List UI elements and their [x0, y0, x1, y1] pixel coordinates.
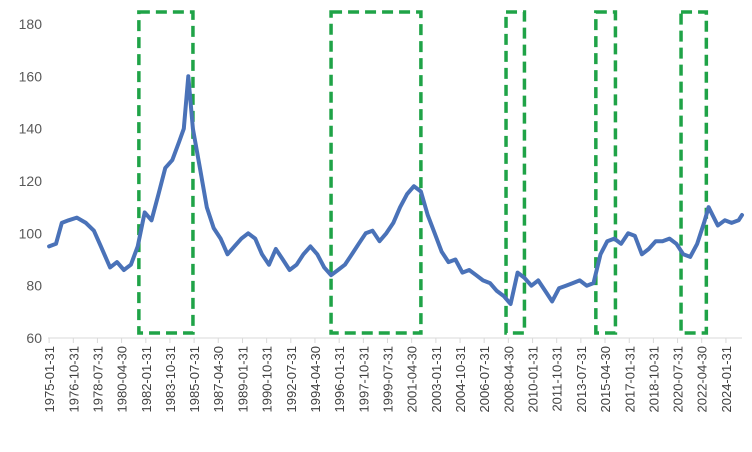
series-line — [47, 74, 744, 306]
y-tick-label: 160 — [19, 68, 43, 84]
highlight-box — [679, 10, 709, 335]
x-tick-label: 2020-07-31 — [671, 346, 686, 413]
x-tick-label: 2022-04-30 — [695, 346, 710, 413]
x-tick-label: 2015-04-30 — [598, 346, 613, 413]
y-tick-label: 80 — [26, 278, 42, 294]
highlight-boxes — [137, 10, 709, 335]
x-tick-label: 2013-07-31 — [574, 346, 589, 413]
x-tick-label: 1985-07-31 — [187, 346, 202, 413]
x-tick-label: 1992-07-31 — [284, 346, 299, 413]
x-tick-label: 2024-01-31 — [719, 346, 734, 413]
x-tick-label: 2008-04-30 — [501, 346, 516, 413]
y-tick-label: 120 — [19, 173, 43, 189]
x-tick-label: 2004-10-31 — [453, 346, 468, 413]
x-tick-label: 1989-01-31 — [236, 346, 251, 413]
highlight-box — [594, 10, 618, 335]
y-tick-label: 180 — [19, 16, 43, 32]
x-tick-label: 2006-07-31 — [477, 346, 492, 413]
x-tick-label: 1997-10-31 — [356, 346, 371, 413]
highlight-box — [329, 10, 423, 335]
x-tick-label: 2001-04-30 — [405, 346, 420, 413]
x-tick-marks — [48, 338, 727, 343]
x-tick-label: 1978-07-31 — [90, 346, 105, 413]
x-tick-label: 2010-01-31 — [526, 346, 541, 413]
x-tick-label: 1982-01-31 — [139, 346, 154, 413]
x-tick-labels: 1975-01-31 1976-10-31 1978-07-31 1980-04-30… — [42, 346, 734, 413]
x-tick-label: 1975-01-31 — [42, 346, 57, 413]
series-layer — [47, 74, 744, 306]
y-tick-label: 140 — [19, 121, 43, 137]
y-tick-label: 100 — [19, 225, 43, 241]
highlight-box — [504, 10, 527, 335]
x-tick-label: 1980-04-30 — [115, 346, 130, 413]
x-tick-label: 2003-01-31 — [429, 346, 444, 413]
highlight-box — [137, 10, 195, 335]
y-tick-labels: 60 80 100 120 140 160 180 — [19, 16, 43, 346]
x-tick-label: 1976-10-31 — [66, 346, 81, 413]
x-tick-label: 2011-10-31 — [550, 346, 565, 412]
y-tick-label: 60 — [26, 330, 42, 346]
x-tick-label: 1987-04-30 — [211, 346, 226, 413]
x-tick-label: 1994-04-30 — [308, 346, 323, 413]
x-tick-label: 1990-10-31 — [260, 346, 275, 413]
x-tick-label: 2018-10-31 — [646, 346, 661, 413]
x-tick-label: 2017-01-31 — [622, 346, 637, 413]
x-tick-label: 1983-10-31 — [163, 346, 178, 413]
x-tick-label: 1999-07-31 — [380, 346, 395, 413]
x-tick-label: 1996-01-31 — [332, 346, 347, 413]
